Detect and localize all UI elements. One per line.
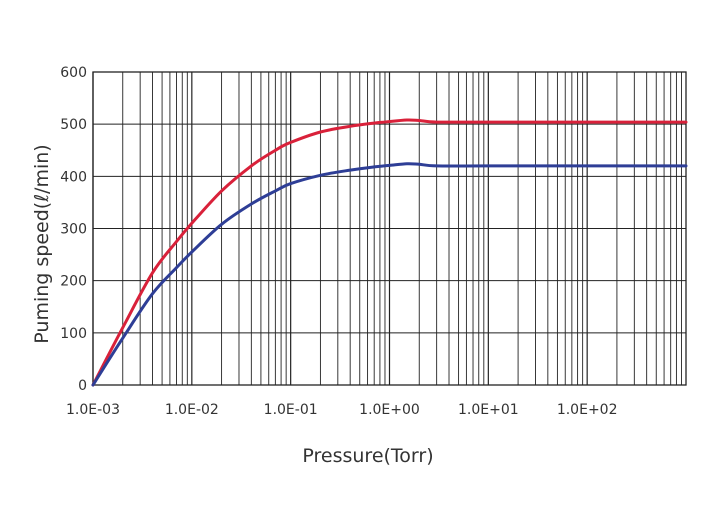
x-tick-label: 1.0E-03: [66, 402, 120, 418]
tick-labels: 1.0E-03 1.0E-02 1.0E-01 1.0E+00 1.0E+01 1.0E+…: [60, 65, 617, 418]
x-tick-label: 1.0E+01: [458, 402, 519, 418]
y-tick-label: 200: [60, 274, 87, 290]
series-lines: [91, 118, 688, 387]
x-axis-title: Pressure(Torr): [302, 445, 433, 467]
series-line-2: [91, 162, 688, 387]
y-axis-title: Puming speed(ℓ/min): [31, 144, 53, 343]
y-tick-label: 400: [60, 169, 87, 185]
grid: [92, 71, 687, 386]
x-tick-label: 1.0E+00: [359, 402, 420, 418]
plot-frame: [92, 71, 687, 386]
x-tick-label: 1.0E-02: [165, 402, 219, 418]
y-tick-label: 500: [60, 117, 87, 133]
y-tick-label: 0: [78, 378, 87, 394]
x-tick-label: 1.0E+02: [557, 402, 618, 418]
series-line-1: [91, 118, 688, 387]
y-tick-label: 100: [60, 326, 87, 342]
x-tick-label: 1.0E-01: [264, 402, 318, 418]
y-tick-label: 300: [60, 222, 87, 238]
y-tick-label: 600: [60, 65, 87, 81]
